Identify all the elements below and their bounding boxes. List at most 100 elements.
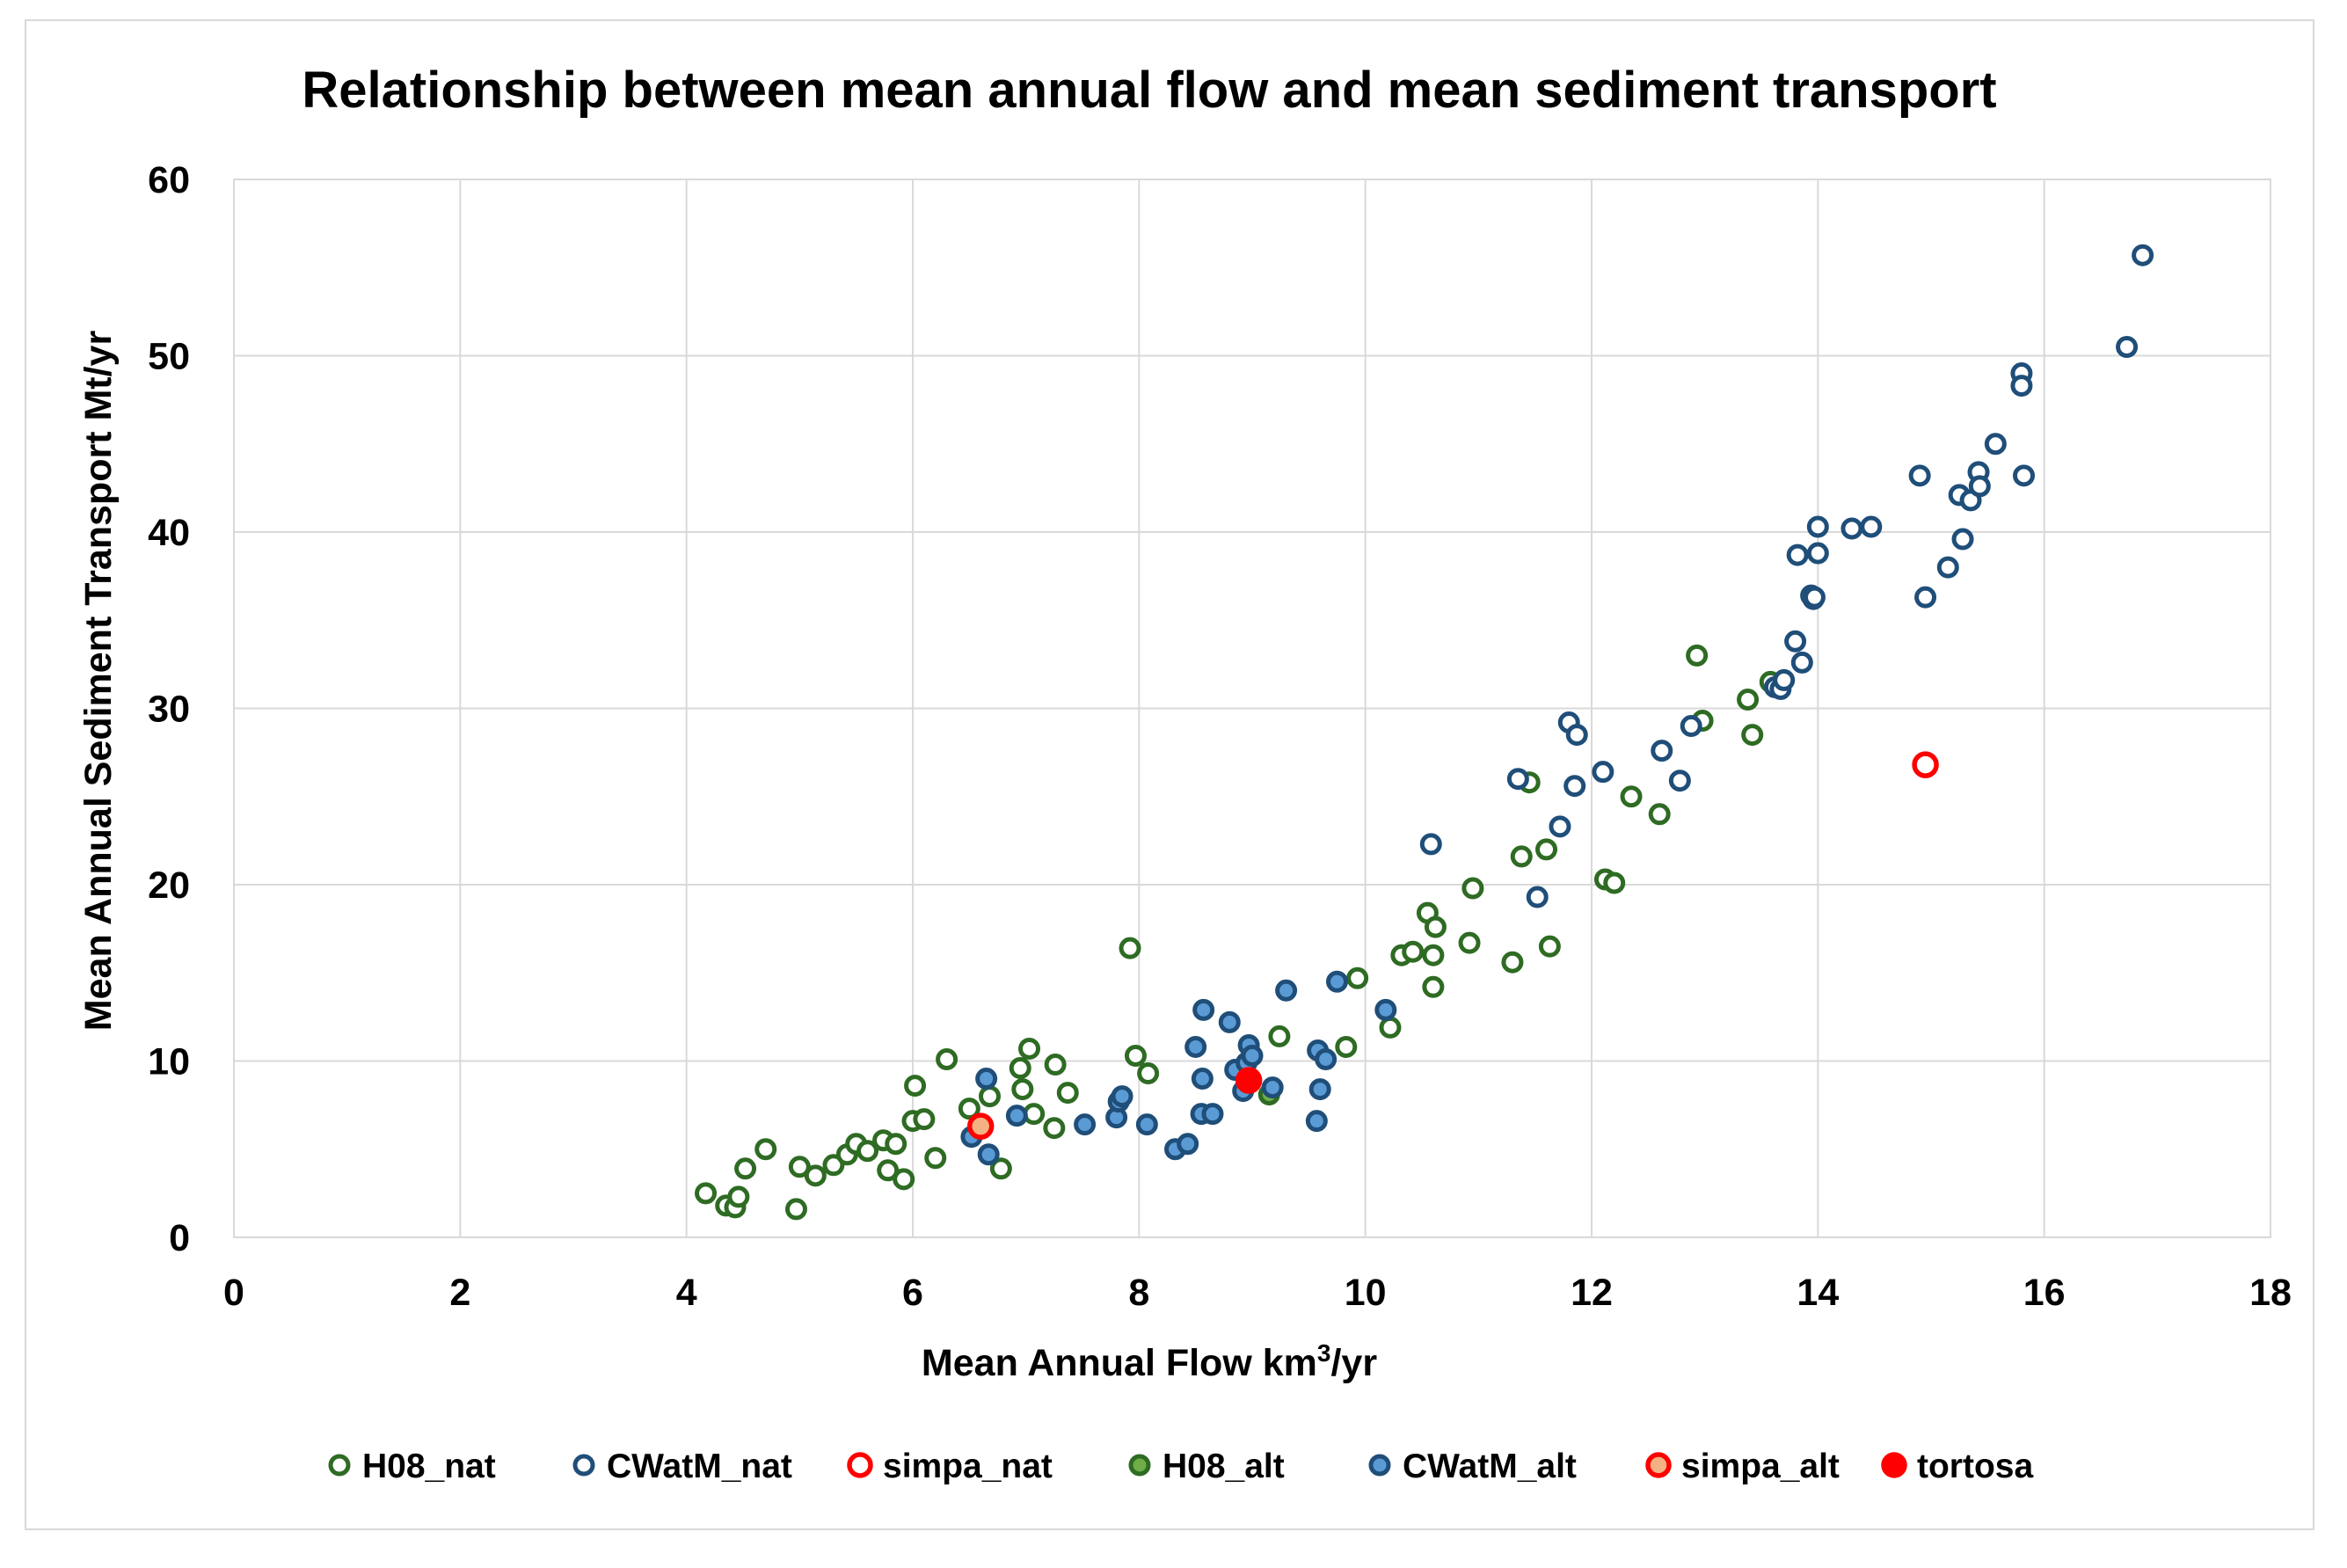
data-point — [966, 1112, 995, 1140]
x-tick-label: 16 — [2023, 1272, 2066, 1314]
data-point — [856, 1140, 879, 1163]
legend-marker — [572, 1454, 595, 1477]
y-tick-label: 60 — [148, 159, 190, 201]
x-tick-label: 12 — [1571, 1272, 1613, 1314]
data-point — [1968, 475, 1991, 498]
data-point — [1315, 1047, 1337, 1070]
y-tick-label: 50 — [148, 336, 190, 378]
plot-area-border — [233, 179, 2271, 1238]
x-axis-title: Mean Annual Flow km3/yr — [922, 1339, 1377, 1384]
data-point — [1741, 724, 1764, 747]
data-point — [989, 1157, 1012, 1180]
legend-item-simpa_nat: simpa_nat — [847, 1448, 1053, 1485]
data-point — [754, 1138, 777, 1161]
data-point — [1737, 688, 1760, 711]
legend-item-simpa_alt: simpa_alt — [1645, 1448, 1840, 1485]
data-point — [1011, 1078, 1034, 1101]
data-point — [1018, 1037, 1041, 1060]
y-tick-label: 20 — [148, 864, 190, 907]
data-point — [1201, 1103, 1224, 1126]
series-CWatM_alt — [960, 970, 1397, 1166]
data-point — [885, 1133, 907, 1156]
data-point — [1840, 517, 1863, 540]
data-point — [1936, 556, 1959, 579]
data-point — [1074, 1113, 1097, 1136]
x-tick-label: 0 — [223, 1272, 244, 1314]
data-point — [1379, 1016, 1402, 1039]
data-point — [1056, 1082, 1079, 1105]
data-point — [1860, 515, 1883, 538]
data-point — [1686, 644, 1709, 667]
data-point — [1535, 838, 1558, 861]
data-point — [1648, 803, 1671, 826]
data-point — [936, 1047, 958, 1070]
data-point — [1192, 998, 1215, 1021]
data-point — [1305, 1110, 1328, 1133]
data-point — [1111, 1085, 1133, 1108]
data-point — [784, 1198, 807, 1221]
data-point — [1773, 668, 1796, 691]
x-axis-title-suffix: /yr — [1330, 1342, 1377, 1384]
data-point — [1651, 740, 1673, 762]
data-point — [1177, 1133, 1199, 1156]
data-point — [1184, 1035, 1207, 1058]
data-point — [1620, 785, 1643, 808]
legend-marker — [1128, 1454, 1151, 1477]
data-point — [1563, 775, 1586, 798]
legend-item-tortosa: tortosa — [1881, 1448, 2033, 1485]
y-tick-label: 30 — [148, 689, 190, 731]
data-point — [1402, 940, 1425, 963]
data-point — [1346, 966, 1369, 989]
series-CWatM_nat — [1419, 244, 2154, 908]
x-tick-label: 2 — [449, 1272, 470, 1314]
y-tick-label: 0 — [169, 1217, 190, 1259]
data-point — [2132, 244, 2154, 266]
series-simpa_alt — [966, 1112, 995, 1140]
data-point — [1784, 630, 1807, 653]
data-point — [975, 1068, 998, 1090]
data-point — [1424, 915, 1447, 938]
data-point — [1603, 872, 1626, 894]
data-point — [1790, 651, 1813, 674]
legend-marker — [328, 1454, 351, 1477]
legend: H08_nat CWatM_nat simpa_nat H08_alt CWatM_al… — [328, 1448, 2033, 1485]
data-point — [727, 1185, 750, 1208]
data-point — [1218, 1010, 1241, 1033]
data-point — [804, 1164, 827, 1187]
chart-title: Relationship between mean annual flow an… — [302, 62, 1996, 119]
x-tick-label: 10 — [1345, 1272, 1387, 1314]
data-point — [1043, 1117, 1066, 1140]
legend-label: CWatM_nat — [607, 1448, 792, 1485]
data-point — [695, 1182, 718, 1205]
data-point — [1009, 1057, 1031, 1080]
x-tick-label: 8 — [1128, 1272, 1149, 1314]
legend-label: tortosa — [1917, 1448, 2033, 1485]
data-point — [1912, 751, 1939, 778]
series-H08_nat — [695, 644, 1782, 1221]
data-point — [1275, 979, 1298, 1002]
legend-item-CWatM_alt: CWatM_alt — [1368, 1448, 1577, 1485]
data-point — [1501, 951, 1524, 974]
legend-marker — [847, 1452, 873, 1478]
data-point — [1458, 931, 1481, 954]
chart-frame: Relationship between mean annual flow an… — [25, 19, 2314, 1530]
data-point — [1422, 944, 1445, 966]
data-point — [904, 1075, 927, 1098]
data-point — [1308, 1078, 1331, 1101]
x-axis-title-main: Mean Annual Flow km — [922, 1342, 1317, 1384]
y-tick-label: 40 — [148, 512, 190, 554]
legend-label: CWatM_alt — [1403, 1448, 1577, 1485]
data-point — [1326, 970, 1348, 993]
data-point — [1419, 833, 1442, 856]
x-axis-title-superscript: 3 — [1317, 1339, 1331, 1367]
legend-item-H08_nat: H08_nat — [328, 1448, 496, 1485]
y-axis-title: Mean Annual Sediment Transport Mt/yr — [77, 331, 120, 1032]
data-point — [1506, 768, 1529, 791]
data-point — [1422, 975, 1445, 998]
data-point — [1191, 1068, 1214, 1090]
data-point — [1984, 433, 2007, 456]
data-point — [1951, 528, 1974, 551]
y-tick-label: 10 — [148, 1041, 190, 1083]
data-point — [2013, 464, 2036, 487]
data-point — [1538, 935, 1561, 958]
